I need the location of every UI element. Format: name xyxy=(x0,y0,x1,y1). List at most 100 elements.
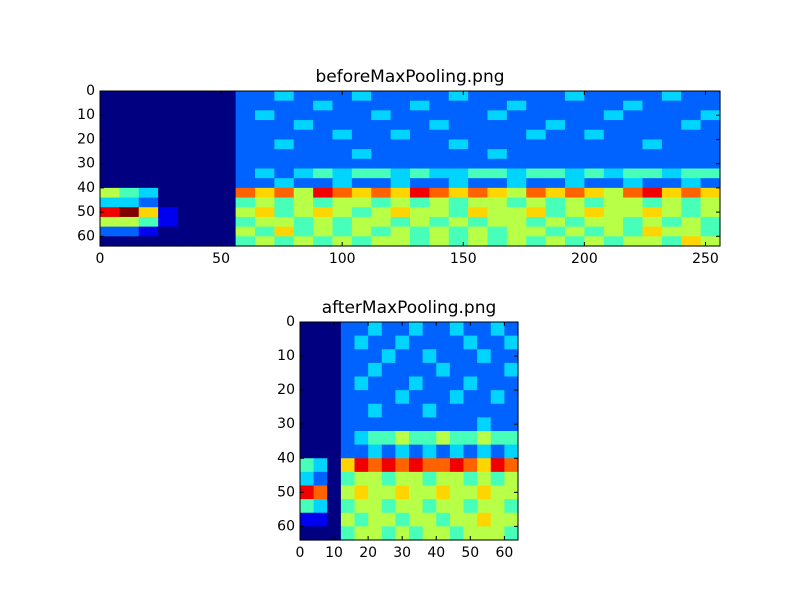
heatmap-cell xyxy=(100,178,120,189)
heatmap-cell xyxy=(255,120,275,131)
heatmap-cell xyxy=(340,322,356,337)
heatmap-cell xyxy=(300,376,315,391)
heatmap-cell xyxy=(448,236,469,247)
heatmap-cell xyxy=(545,178,566,189)
heatmap-cell xyxy=(422,431,437,446)
heatmap-cell xyxy=(313,349,328,364)
heatmap-cell xyxy=(487,110,508,121)
heatmap-cell xyxy=(603,197,624,208)
heatmap-cell xyxy=(490,390,505,405)
heatmap-cell xyxy=(368,458,383,473)
heatmap-cell xyxy=(371,149,392,160)
heatmap-cell xyxy=(327,390,342,405)
heatmap-cell xyxy=(313,403,328,418)
heatmap-cell xyxy=(681,226,702,237)
heatmap-cell xyxy=(354,458,369,473)
heatmap-cell xyxy=(368,376,383,391)
heatmap-cell xyxy=(436,417,451,432)
heatmap-cell xyxy=(565,168,585,179)
heatmap-cell xyxy=(506,178,527,189)
heatmap-cell xyxy=(642,100,663,111)
heatmap-cell xyxy=(351,158,372,170)
heatmap-cell xyxy=(642,178,663,189)
heatmap-cell xyxy=(477,485,492,500)
heatmap-cell xyxy=(681,129,702,141)
heatmap-cell xyxy=(429,197,450,208)
heatmap-cell xyxy=(526,149,547,160)
heatmap-cell xyxy=(138,110,159,121)
heatmap-cell xyxy=(422,444,437,459)
heatmap-cell xyxy=(274,216,295,228)
heatmap-cell xyxy=(623,187,644,199)
x-tick-label: 20 xyxy=(359,545,377,561)
heatmap-cell xyxy=(119,149,140,160)
heatmap-cell xyxy=(623,168,644,179)
heatmap-cell xyxy=(410,207,430,218)
heatmap-cell xyxy=(158,91,179,102)
heatmap-cell xyxy=(584,197,605,208)
heatmap-cell xyxy=(351,120,372,131)
heatmap-cell xyxy=(313,216,334,228)
heatmap-cell xyxy=(449,471,465,487)
heatmap-cell xyxy=(409,485,424,500)
heatmap-cell xyxy=(138,158,159,170)
heatmap-cell xyxy=(603,129,624,141)
heatmap-cell xyxy=(584,149,605,160)
heatmap-cell xyxy=(196,110,217,121)
heatmap-cell xyxy=(448,226,469,237)
heatmap-cell xyxy=(381,526,396,541)
heatmap-cell xyxy=(468,187,489,199)
heatmap-cell xyxy=(119,91,140,102)
heatmap-cell xyxy=(395,376,410,391)
heatmap-cell xyxy=(422,499,437,514)
heatmap-cell xyxy=(545,158,566,170)
heatmap-cell xyxy=(700,197,721,208)
heatmap-cell xyxy=(429,158,450,170)
heatmap-cell xyxy=(468,120,489,131)
heatmap-cell xyxy=(436,335,451,350)
y-tick-label: 0 xyxy=(86,83,95,99)
heatmap-cell xyxy=(490,444,505,459)
heatmap-cell xyxy=(409,444,424,459)
heatmap-cell xyxy=(138,149,159,160)
heatmap-cell xyxy=(371,216,392,228)
heatmap-cell xyxy=(177,120,198,131)
heatmap-cell xyxy=(504,444,519,459)
heatmap-cell xyxy=(354,417,369,432)
heatmap-cell xyxy=(354,499,369,514)
heatmap-cell xyxy=(354,512,369,527)
heatmap-cell xyxy=(381,390,396,405)
heatmap-cell xyxy=(368,471,383,487)
heatmap-cell xyxy=(468,168,489,179)
heatmap-cell xyxy=(354,335,369,350)
heatmap-cell xyxy=(565,139,585,150)
heatmap-cell xyxy=(504,485,519,500)
heatmap-cell xyxy=(381,335,396,350)
heatmap-cell xyxy=(293,91,314,102)
heatmap-cell xyxy=(255,100,275,111)
heatmap-cell xyxy=(368,526,383,541)
heatmap-cell xyxy=(216,197,237,208)
x-tick-label: 200 xyxy=(571,251,598,267)
heatmap-cell xyxy=(196,149,217,160)
heatmap-cell xyxy=(390,207,411,218)
heatmap-cell xyxy=(340,471,356,487)
heatmap-cell xyxy=(313,197,334,208)
heatmap-cell xyxy=(436,349,451,364)
heatmap-cell xyxy=(468,178,489,189)
heatmap-cell xyxy=(661,207,682,218)
heatmap-cell xyxy=(158,197,179,208)
heatmap-cell xyxy=(448,100,469,111)
heatmap-cell xyxy=(422,376,437,391)
heatmap-cell xyxy=(681,216,702,228)
heatmap-cell xyxy=(477,335,492,350)
heatmap-cell xyxy=(681,236,702,247)
heatmap-cell xyxy=(196,129,217,141)
heatmap-cell xyxy=(196,216,217,228)
heatmap-cell xyxy=(436,485,451,500)
heatmap-cell xyxy=(409,403,424,418)
heatmap-cell xyxy=(158,187,179,199)
heatmap-cell xyxy=(351,91,372,102)
heatmap-cell xyxy=(381,444,396,459)
heatmap-cell xyxy=(436,403,451,418)
